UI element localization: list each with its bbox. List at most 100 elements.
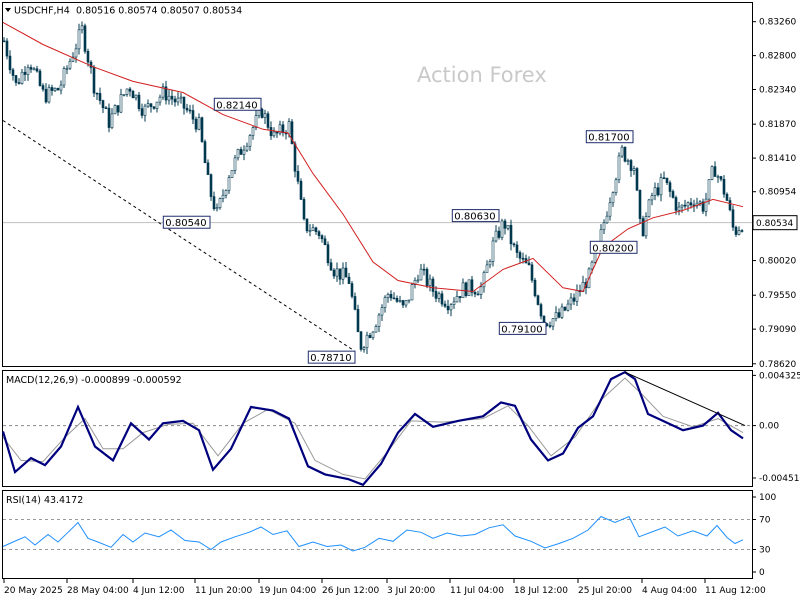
candle-body — [479, 286, 483, 295]
candle-body — [623, 146, 627, 162]
candle-body — [674, 197, 678, 211]
symbol-menu-triangle-icon[interactable] — [5, 8, 11, 12]
candle-body — [143, 105, 147, 116]
candle-body — [116, 105, 120, 113]
price-y-tick: 0.81870 — [759, 120, 796, 130]
candle-body — [350, 283, 354, 297]
candle-body — [671, 191, 675, 198]
candle-body — [638, 189, 642, 219]
macd-panel-title: MACD(12,26,9) -0.000899 -0.000592 — [6, 375, 182, 386]
candle-body — [443, 303, 447, 307]
candle-body — [140, 108, 144, 116]
candle-body — [77, 29, 81, 50]
current-price-label: 0.80534 — [756, 219, 793, 229]
candle-body — [341, 267, 345, 280]
candle-body — [707, 179, 711, 200]
candle-body — [158, 96, 162, 103]
candle-body — [641, 218, 645, 237]
candle-body — [362, 347, 366, 350]
candle-body — [242, 149, 246, 155]
candle-body — [704, 198, 708, 212]
candle-body — [467, 279, 471, 296]
candle-body — [335, 268, 339, 277]
candle-body — [488, 261, 492, 266]
x-axis-tick-label: 11 Jun 20:00 — [195, 586, 252, 596]
candle-body — [152, 106, 156, 109]
candle-body — [548, 325, 552, 327]
candle-body — [416, 279, 420, 282]
candle-body — [8, 55, 12, 71]
candle-body — [167, 95, 171, 101]
candle-body — [92, 67, 96, 94]
candle-body — [89, 61, 93, 68]
candle-body — [62, 68, 66, 86]
candle-body — [314, 227, 318, 232]
candle-body — [41, 85, 45, 90]
candle-body — [662, 177, 666, 179]
annotation-label: 0.82140 — [216, 100, 257, 111]
candle-body — [110, 113, 114, 128]
candle-body — [248, 135, 252, 147]
candle-body — [422, 268, 426, 271]
candle-body — [38, 70, 42, 86]
candle-body — [455, 296, 459, 303]
candle-body — [458, 296, 462, 299]
candle-body — [740, 230, 744, 232]
annotation-label: 0.81700 — [588, 133, 629, 144]
candle-body — [32, 68, 36, 71]
moving-average-line — [2, 21, 744, 293]
candle-body — [293, 143, 297, 172]
candle-body — [278, 124, 282, 134]
candle-body — [371, 331, 375, 338]
candle-body — [494, 230, 498, 242]
candle-body — [359, 331, 363, 350]
candle-body — [659, 177, 663, 196]
candle-body — [155, 101, 159, 109]
candle-body — [608, 202, 612, 217]
candle-body — [533, 279, 537, 297]
candle-body — [317, 231, 321, 236]
candle-body — [419, 268, 423, 281]
candle-body — [326, 244, 330, 264]
candle-body — [365, 334, 369, 349]
x-axis-tick-label: 4 Aug 04:00 — [642, 586, 697, 596]
annotation-box — [589, 240, 638, 254]
candle-body — [56, 87, 60, 91]
candle-body — [440, 293, 444, 305]
candle-body — [68, 60, 72, 69]
candle-body — [665, 177, 669, 184]
candle-body — [515, 244, 519, 253]
macd-y-tick: 0.00 — [759, 422, 779, 432]
candle-body — [530, 264, 534, 281]
candle-body — [404, 300, 408, 306]
candle-body — [119, 94, 123, 113]
candle-body — [539, 304, 543, 317]
price-y-tick: 0.80954 — [759, 188, 796, 198]
candle-body — [485, 264, 489, 273]
candle-body — [305, 218, 309, 232]
price-layer: 0.82140 0.80540 0.80630 0.81700 0.80200 0.791… — [2, 21, 752, 364]
candle-body — [332, 269, 336, 277]
candle-body — [368, 334, 372, 338]
candle-body — [701, 201, 705, 212]
candle-body — [353, 296, 357, 310]
candle-body — [449, 304, 453, 311]
candle-body — [164, 86, 168, 101]
price-y-tick: 0.79090 — [759, 325, 796, 335]
x-axis-tick-label: 3 Jul 20:00 — [387, 586, 436, 596]
candle-body — [398, 300, 402, 302]
candle-body — [80, 25, 84, 31]
candle-body — [518, 252, 522, 259]
candle-body — [650, 195, 654, 201]
candle-body — [629, 160, 633, 171]
candle-body — [380, 307, 384, 316]
candle-body — [212, 196, 216, 210]
rsi-y-tick: 70 — [759, 516, 771, 526]
candle-body — [452, 301, 456, 306]
candle-body — [323, 238, 327, 245]
price-panel-title: USDCHF,H4 — [14, 6, 70, 17]
macd-layer — [1, 370, 752, 487]
candle-body — [86, 51, 90, 63]
candle-body — [668, 182, 672, 192]
candle-body — [134, 94, 138, 99]
